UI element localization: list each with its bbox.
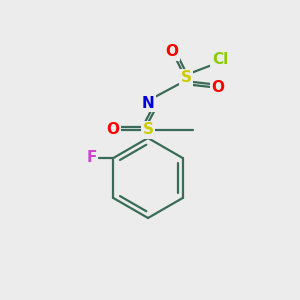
Text: O: O	[106, 122, 119, 137]
Text: F: F	[86, 151, 97, 166]
Text: O: O	[212, 80, 224, 95]
Text: S: S	[142, 122, 154, 137]
Text: S: S	[181, 70, 191, 86]
Text: Cl: Cl	[212, 52, 228, 68]
Text: N: N	[142, 95, 154, 110]
Text: O: O	[166, 44, 178, 59]
